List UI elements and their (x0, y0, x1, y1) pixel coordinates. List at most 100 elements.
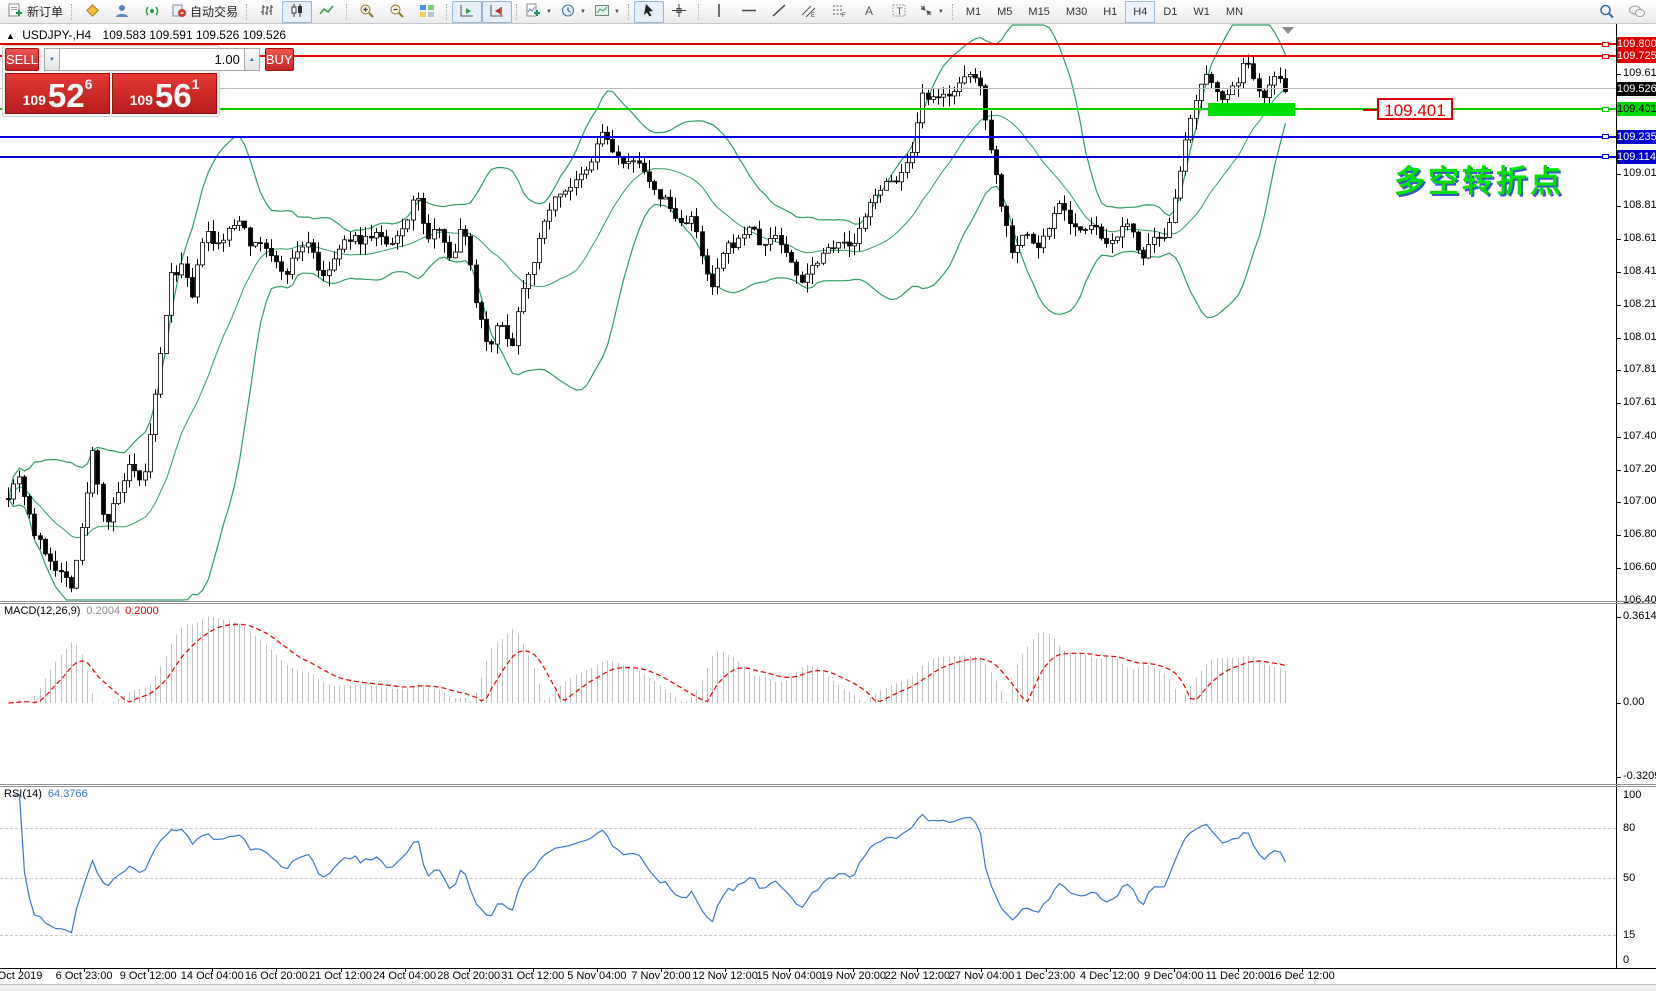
timeframe-button-h1[interactable]: H1 (1103, 5, 1118, 18)
chart-title: ▲ USDJPY-,H4 109.583 109.591 109.526 109… (6, 28, 286, 42)
template-icon (594, 3, 610, 21)
pane-separator[interactable] (0, 786, 1656, 787)
price-badge-109.401[interactable]: 109.401 (1617, 102, 1656, 116)
level-line-109.235[interactable] (0, 136, 1616, 138)
rsi-axis-label: 50 (1623, 872, 1636, 884)
new-chart-button[interactable]: ▼ (522, 1, 556, 23)
macd-name: MACD(12,26,9) (4, 605, 81, 617)
level-line-109.800[interactable] (0, 43, 1616, 45)
bar-chart-button[interactable] (252, 1, 282, 23)
line-handle[interactable] (1602, 54, 1609, 59)
autoscroll-icon (459, 3, 475, 21)
chat-button[interactable] (1622, 1, 1652, 23)
level-line-109.526[interactable] (0, 88, 1616, 89)
price-tick (1616, 305, 1621, 306)
pane-separator[interactable] (0, 603, 1656, 604)
signals-button[interactable] (137, 1, 167, 23)
date-tick (405, 968, 406, 972)
level-line-109.401[interactable] (0, 108, 1616, 110)
macd-pane[interactable] (0, 603, 1656, 784)
date-label: 16 Dec 12:00 (1269, 970, 1335, 982)
price-callout[interactable]: 109.401 (1377, 98, 1453, 120)
volume-increase-button[interactable]: ▲ (243, 48, 260, 71)
rsi-name: RSI(14) (4, 788, 42, 800)
volume-decrease-button[interactable]: ▼ (43, 48, 60, 71)
line-handle[interactable] (1602, 107, 1609, 112)
price-tick-label: 106.605 (1623, 561, 1656, 573)
timeframe-button-m1[interactable]: M1 (965, 5, 982, 18)
price-badge-109.800[interactable]: 109.800 (1617, 37, 1656, 51)
trendline-button[interactable] (764, 1, 794, 23)
price-tick-label: 108.810 (1623, 199, 1656, 211)
timeframe-button-m15[interactable]: M15 (1028, 5, 1050, 18)
shapes-button[interactable]: ▼ (914, 1, 948, 23)
collapse-triangle-icon[interactable]: ▲ (6, 31, 15, 41)
svg-text:E: E (811, 13, 815, 18)
messages-button[interactable] (107, 1, 137, 23)
pane-separator[interactable] (0, 784, 1656, 785)
channel-icon: E (801, 3, 817, 21)
templates-button[interactable]: ▼ (590, 1, 624, 23)
sell-price-box[interactable]: 109 52 6 (5, 73, 110, 114)
tile-windows-button[interactable] (412, 1, 442, 23)
macd-axis-tick (1616, 777, 1621, 778)
timeframe-button-m30[interactable]: M30 (1065, 5, 1088, 18)
candlestick-chart-button[interactable] (282, 0, 313, 23)
autotrading-button[interactable]: 自动交易 (167, 1, 242, 23)
price-badge-109.235[interactable]: 109.235 (1617, 130, 1656, 144)
cursor-button[interactable] (633, 0, 664, 23)
pane-separator[interactable] (0, 601, 1656, 602)
dropdown-arrow-icon: ▼ (546, 8, 552, 15)
level-line-109.114[interactable] (0, 156, 1616, 158)
rsi-pane[interactable] (0, 786, 1656, 968)
text-label-button[interactable]: T (884, 1, 914, 23)
price-tick-label: 108.610 (1623, 232, 1656, 244)
price-badge-109.526[interactable]: 109.526 (1617, 82, 1656, 96)
hline-icon (741, 3, 757, 21)
zoom-in-button[interactable] (352, 1, 382, 23)
buy-price-box[interactable]: 109 56 1 (112, 73, 217, 114)
vertical-line-button[interactable] (704, 1, 734, 23)
equidistant-channel-button[interactable]: E (794, 1, 824, 23)
price-tick (1616, 535, 1621, 536)
date-tick (212, 968, 213, 972)
sell-button[interactable]: SELL (5, 48, 39, 71)
chart-diamond-button[interactable] (77, 1, 107, 23)
timeframe-button-d1[interactable]: D1 (1163, 5, 1178, 18)
highlight-rectangle[interactable] (1208, 103, 1295, 116)
price-pane[interactable] (0, 24, 1656, 601)
timeframe-button-w1[interactable]: W1 (1193, 5, 1210, 18)
zoom-out-button[interactable] (382, 1, 412, 23)
volume-stepper: ▼ ▲ (43, 48, 260, 71)
auto-scroll-button[interactable] (452, 0, 483, 23)
new-order-button[interactable]: 新订单 (4, 1, 67, 23)
date-label: Oct 2019 (0, 970, 43, 982)
buy-button[interactable]: BUY (264, 48, 294, 71)
chart-shift-marker-icon[interactable] (1282, 27, 1294, 34)
line-handle[interactable] (1602, 42, 1609, 47)
periods-button[interactable]: ▼ (556, 1, 590, 23)
line-handle[interactable] (1602, 134, 1609, 139)
crosshair-button[interactable] (664, 1, 694, 23)
price-badge-109.725[interactable]: 109.725 (1617, 49, 1656, 63)
price-tick-label: 109.615 (1623, 67, 1656, 79)
date-label: 21 Oct 12:00 (309, 970, 372, 982)
chart-ohlc: 109.583 109.591 109.526 109.526 (102, 28, 287, 42)
price-badge-109.114[interactable]: 109.114 (1617, 150, 1656, 164)
search-button[interactable] (1592, 1, 1622, 23)
dropdown-arrow-icon: ▼ (937, 8, 944, 15)
horizontal-line-button[interactable] (734, 1, 764, 23)
price-tick (1616, 74, 1621, 75)
level-line-109.725[interactable] (0, 55, 1616, 57)
timeframe-button-h4[interactable]: H4 (1125, 0, 1156, 23)
chart-shift-button[interactable] (482, 0, 513, 23)
timeframe-button-m5[interactable]: M5 (997, 5, 1013, 18)
date-tick (20, 968, 21, 972)
volume-input[interactable] (59, 48, 244, 71)
line-chart-button[interactable] (312, 1, 342, 23)
fibonacci-button[interactable]: F (824, 1, 854, 23)
text-button[interactable]: A (854, 1, 884, 23)
timeframe-button-mn[interactable]: MN (1225, 5, 1244, 18)
line-handle[interactable] (1602, 154, 1609, 159)
